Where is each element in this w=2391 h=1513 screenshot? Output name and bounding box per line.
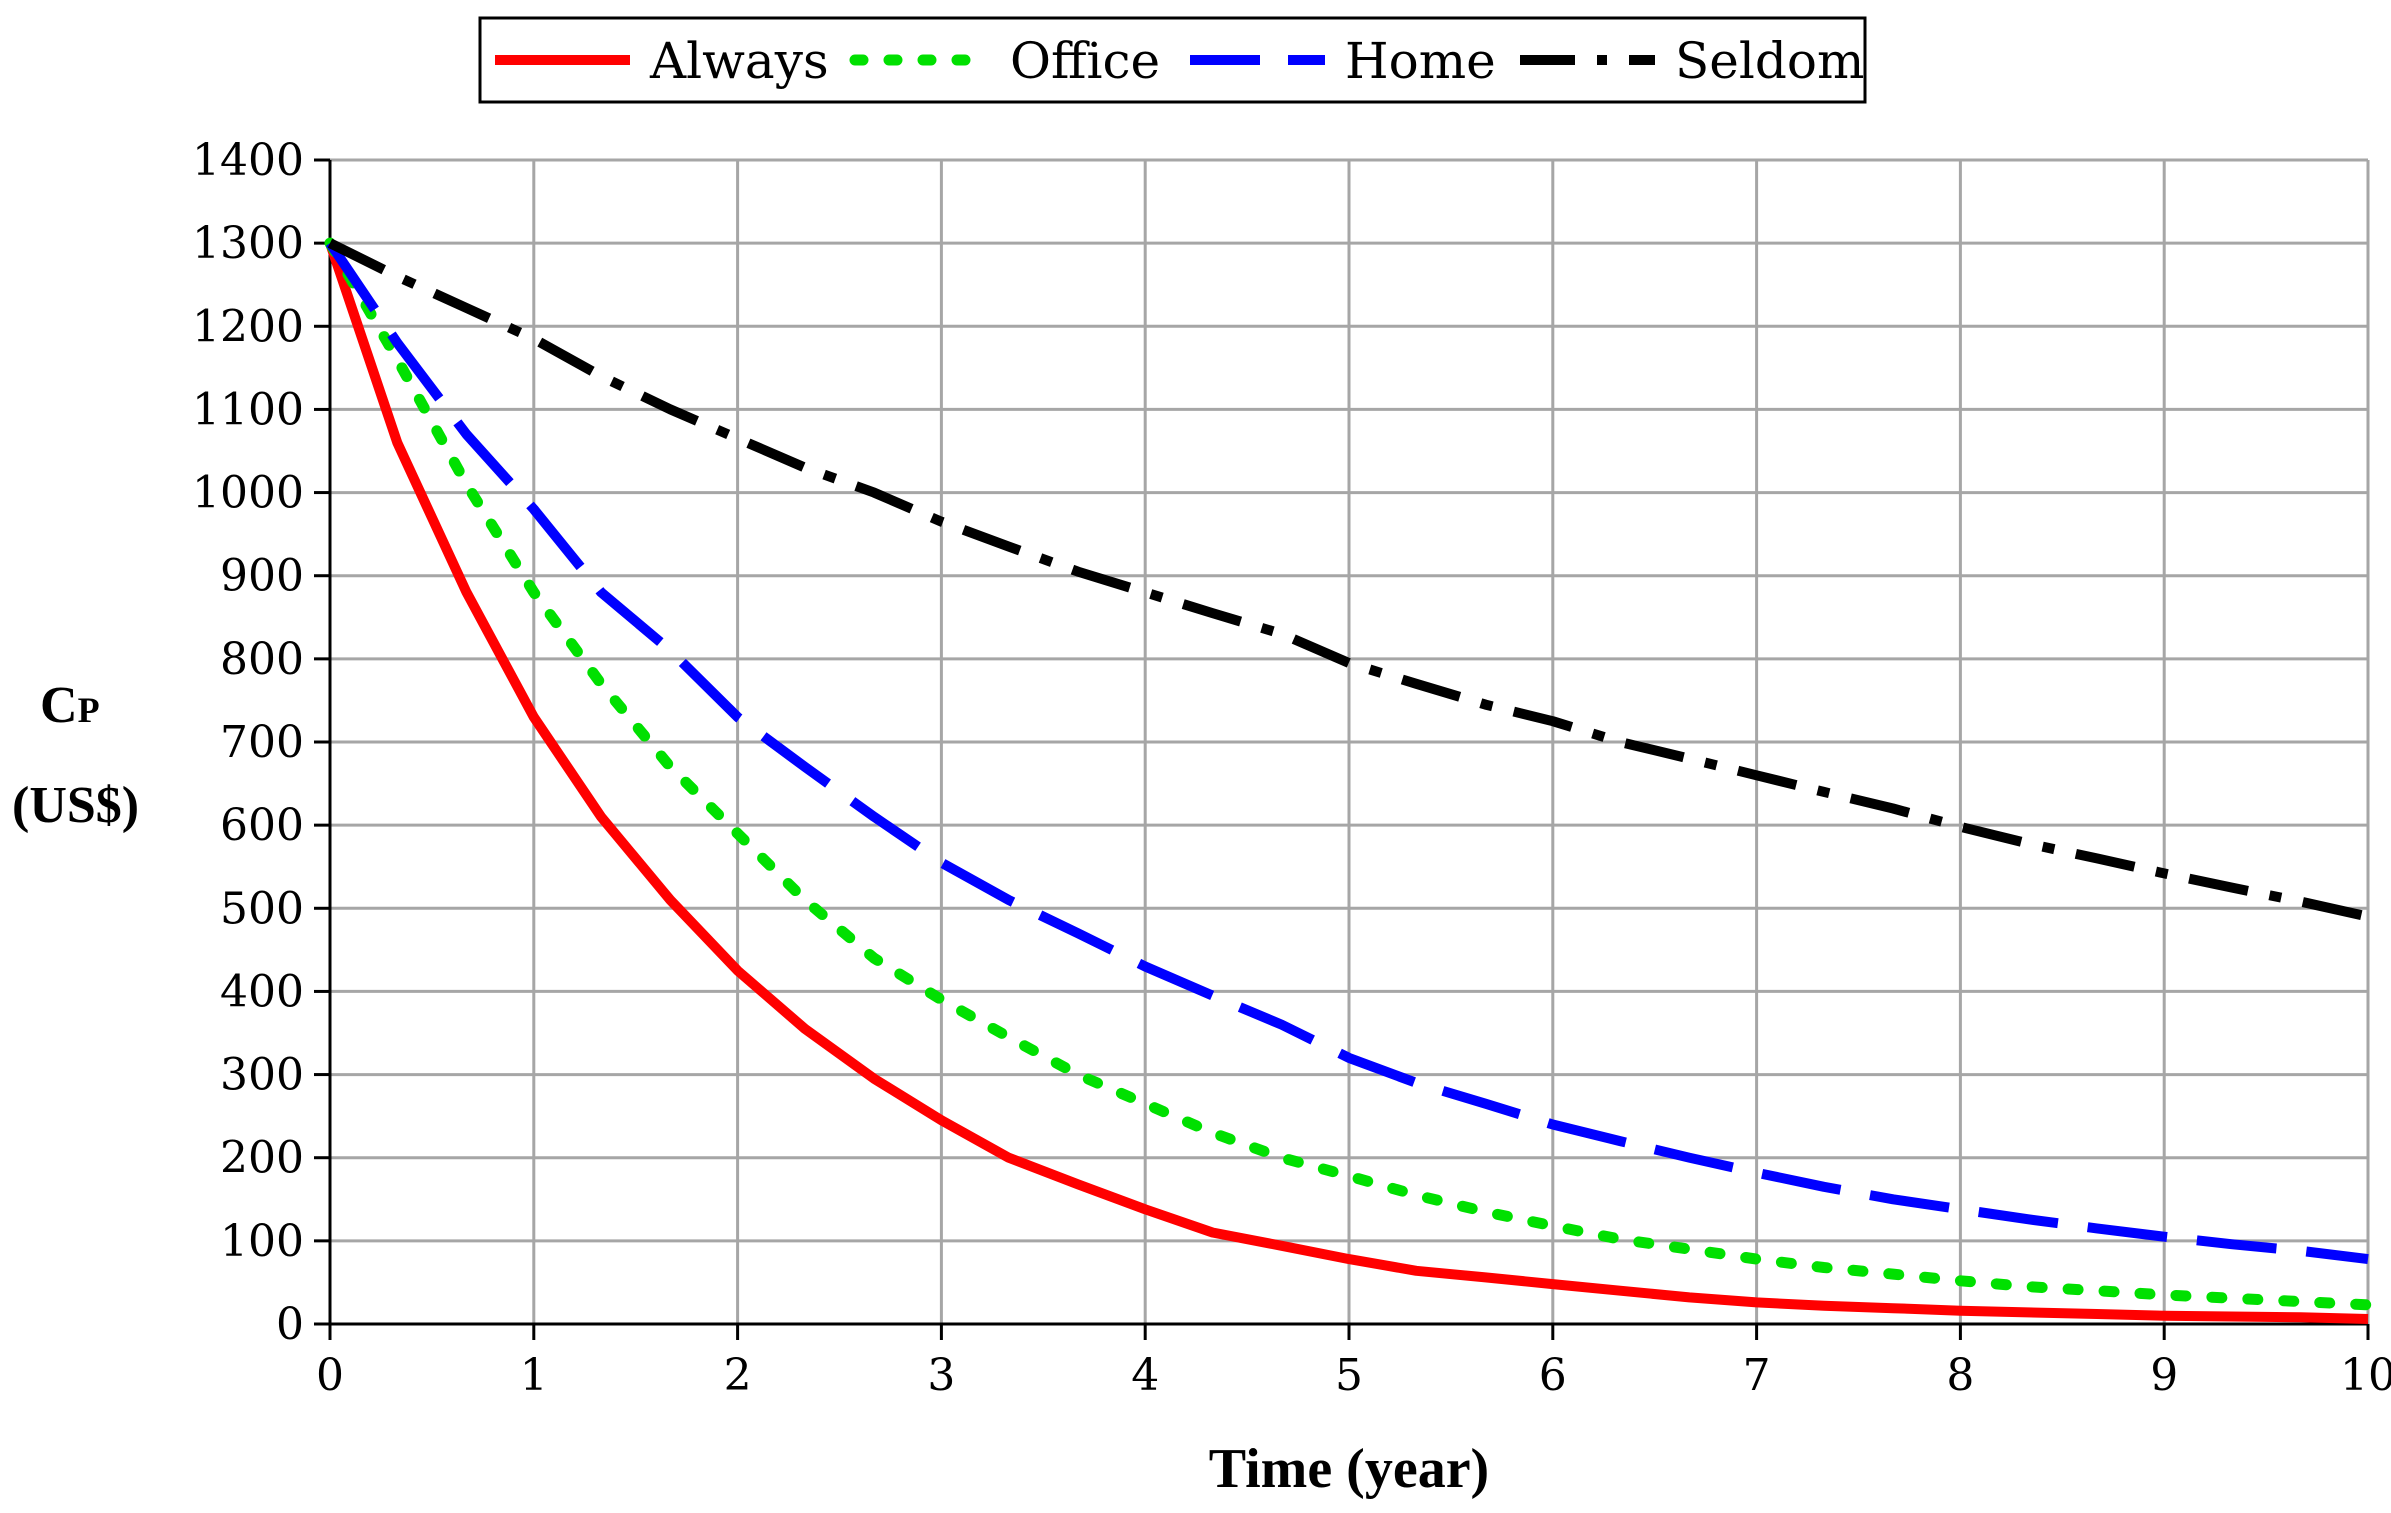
legend-label-seldom: Seldom <box>1675 32 1864 90</box>
legend: Always Office Home Seldom <box>478 16 1867 104</box>
x-tick-label: 0 <box>316 1350 344 1401</box>
y-tick-label: 1400 <box>192 135 304 186</box>
y-tick-label: 900 <box>220 551 304 602</box>
x-tick-label: 4 <box>1131 1350 1159 1401</box>
legend-label-always: Always <box>649 32 829 90</box>
y-tick-label: 1100 <box>192 384 304 435</box>
y-tick-label: 200 <box>220 1133 304 1184</box>
x-tick-labels: 0 1 2 3 4 5 6 7 8 9 10 <box>316 1350 2391 1401</box>
y-tick-labels: 0 100 200 300 400 500 600 700 800 900 1000 1100 1200… <box>192 135 304 1350</box>
y-tick-label: 400 <box>220 966 304 1017</box>
grid <box>330 158 2370 1324</box>
x-axis-label: Time (year) <box>1209 1438 1489 1500</box>
y-tick-label: 700 <box>220 717 304 768</box>
series-lines <box>324 237 2374 1324</box>
series-line-home <box>325 240 2369 1265</box>
y-tick-label: 800 <box>220 634 304 685</box>
y-axis-unit: (US$) <box>12 777 139 834</box>
legend-label-home: Home <box>1345 32 1496 90</box>
x-tick-label: 10 <box>2340 1350 2391 1401</box>
x-tick-label: 8 <box>1946 1350 1974 1401</box>
x-tick-label: 3 <box>927 1350 955 1401</box>
y-tick-label: 0 <box>276 1299 304 1350</box>
y-tick-label: 1300 <box>192 218 304 269</box>
y-tick-label: 300 <box>220 1050 304 1101</box>
x-tick-label: 5 <box>1335 1350 1363 1401</box>
x-tick-label: 6 <box>1539 1350 1567 1401</box>
series-line-always <box>325 241 2369 1324</box>
series-line-seldom <box>327 238 2370 922</box>
y-tick-label: 1000 <box>192 468 304 519</box>
x-tick-label: 7 <box>1743 1350 1771 1401</box>
x-tick-label: 1 <box>520 1350 548 1401</box>
legend-label-office: Office <box>1010 32 1160 90</box>
y-tick-label: 100 <box>220 1216 304 1267</box>
y-axis-label: CP <box>40 677 100 734</box>
y-tick-label: 1200 <box>192 301 304 352</box>
x-tick-label: 2 <box>724 1350 752 1401</box>
x-tick-label: 9 <box>2150 1350 2178 1401</box>
y-tick-label: 500 <box>220 883 304 934</box>
y-tick-label: 600 <box>220 800 304 851</box>
axes <box>314 158 2370 1340</box>
series-line-office <box>324 237 2374 1311</box>
